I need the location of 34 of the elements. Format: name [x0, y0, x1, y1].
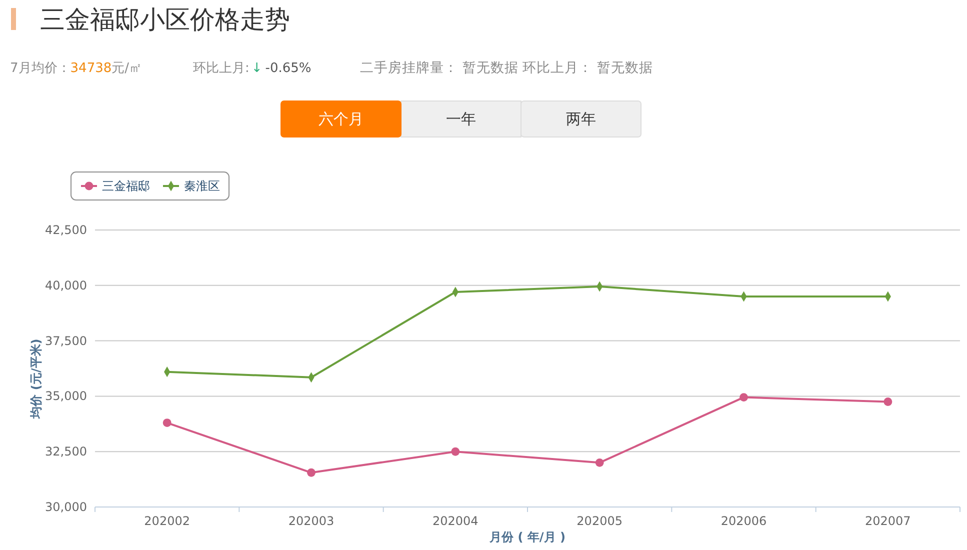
y-tick-label: 32,500: [45, 444, 87, 459]
x-tick-label: 202002: [144, 514, 190, 528]
x-tick-label: 202005: [576, 514, 622, 528]
y-tick-label: 35,000: [45, 389, 87, 404]
point: [884, 398, 892, 406]
text: 元/㎡: [112, 61, 142, 76]
text: 环比上月:: [193, 61, 250, 76]
x-axis-title: 月份 ( 年/月 ): [488, 530, 566, 544]
y-tick-label: 40,000: [45, 278, 87, 292]
point: [451, 447, 460, 456]
y-tick-label: 30,000: [45, 500, 87, 514]
legend-label: 秦淮区: [184, 179, 220, 193]
text: 一年: [446, 110, 476, 128]
x-tick-label: 202006: [720, 514, 767, 528]
x-tick-label: 202003: [288, 514, 334, 528]
y-axis-title: 均价 (元/平米): [29, 338, 43, 420]
text: 两年: [566, 110, 596, 128]
point: [162, 418, 172, 428]
y-tick-label: 37,500: [45, 334, 87, 348]
legend-label: 三金福邸: [102, 179, 150, 193]
x-tick-label: 202007: [865, 514, 911, 528]
tab-button[interactable]: [280, 100, 402, 138]
text: 六个月: [318, 110, 364, 128]
point: [740, 393, 748, 402]
text: 二手房挂牌量： 暂无数据 环比上月： 暂无数据: [360, 60, 653, 76]
text: -0.65%: [265, 61, 312, 76]
point: [307, 468, 316, 477]
y-tick-label: 42,500: [45, 223, 87, 237]
chart-title: 三金福邸小区价格走势: [40, 5, 290, 34]
x-tick-label: 202004: [432, 514, 478, 528]
point: [595, 458, 604, 467]
text: ↓: [251, 61, 262, 76]
text: 7月均价：: [10, 61, 70, 76]
text: 34738: [70, 61, 112, 76]
